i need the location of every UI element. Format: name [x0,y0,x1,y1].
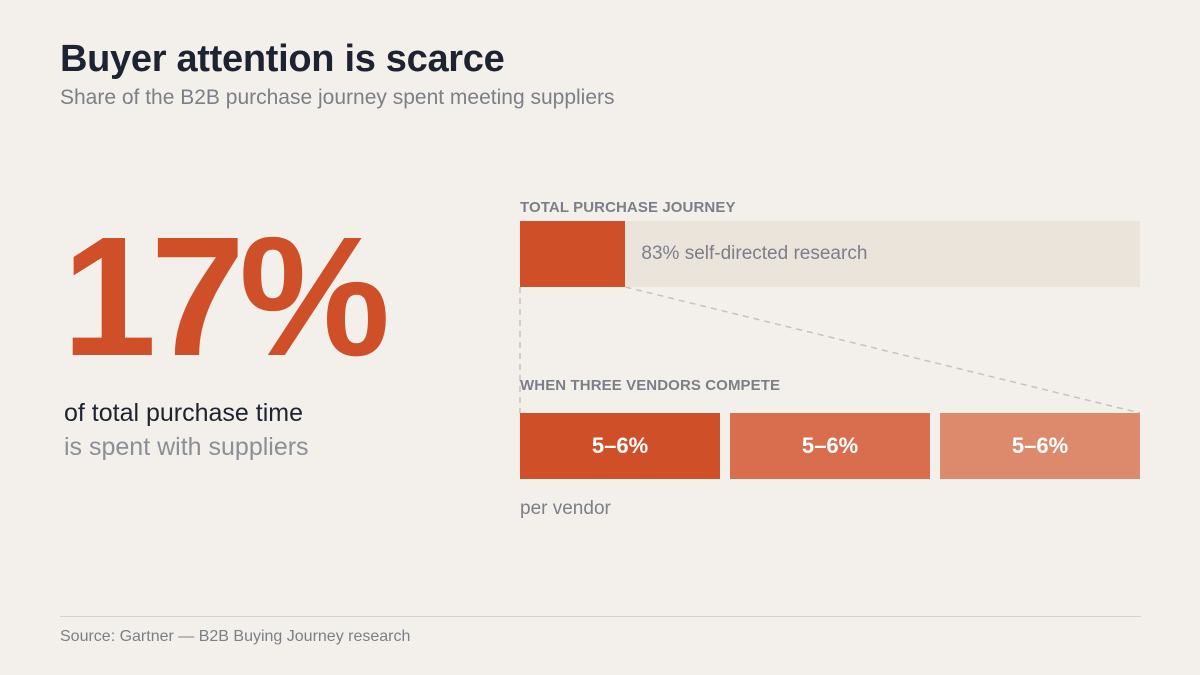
journey-supplier-bar [520,221,626,287]
vendor-bar-2: 5–6% [730,413,930,479]
per-vendor-note: per vendor [520,498,611,519]
headline-description-line1: of total purchase time [64,399,304,427]
vendors-section-label: WHEN THREE VENDORS COMPETE [520,377,781,394]
footer-divider [60,616,1141,617]
chart-title: Buyer attention is scarce [60,38,505,80]
connector-line-right [625,286,1141,414]
source-note: Source: Gartner — B2B Buying Journey res… [60,628,411,645]
journey-bar-track: 83% self-directed research [520,221,1140,287]
journey-section-label: TOTAL PURCHASE JOURNEY [520,199,736,216]
headline-stat: 17% [62,202,390,392]
vendor-bar-3: 5–6% [940,413,1140,479]
self-directed-label: 83% self-directed research [641,243,868,264]
headline-description-line2: is spent with suppliers [64,433,309,461]
chart-subtitle: Share of the B2B purchase journey spent … [60,86,615,109]
vendor-bar-1: 5–6% [520,413,720,479]
